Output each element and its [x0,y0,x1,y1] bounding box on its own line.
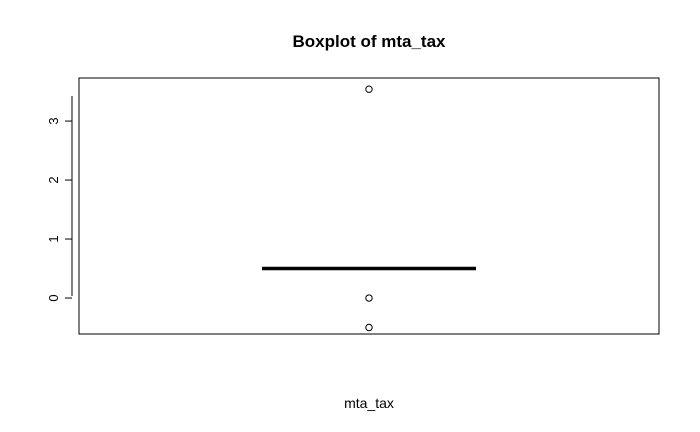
y-axis: 0 1 2 3 [46,117,72,302]
plot-frame [78,77,660,335]
y-tick-label: 3 [46,117,61,124]
outlier-point [365,294,373,302]
chart-title: Boxplot of mta_tax [292,32,446,51]
y-tick-label: 1 [46,235,61,242]
y-tick-label: 0 [46,294,61,301]
y-tick-label: 2 [46,176,61,183]
outlier-point [365,323,373,332]
outlier-point [365,85,373,93]
outlier-points [365,85,373,332]
x-axis-label: mta_tax [344,395,394,411]
